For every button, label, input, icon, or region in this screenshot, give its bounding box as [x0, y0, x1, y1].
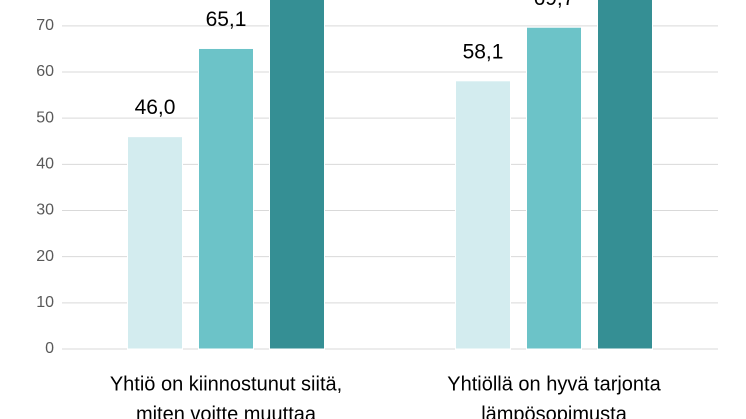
data-label: 46,0	[135, 96, 176, 119]
x-tick-label: Yhtiöllä on hyvä tarjonta	[447, 373, 661, 395]
y-tick-label: 60	[36, 63, 54, 80]
y-tick-label: 30	[36, 202, 54, 219]
y-tick-label: 0	[45, 340, 54, 357]
x-tick-label: miten voitte muuttaa	[136, 403, 317, 419]
bar	[269, 0, 325, 350]
y-tick-label: 10	[36, 294, 54, 311]
x-tick-label: lämpösopimusta	[481, 403, 628, 419]
bar	[455, 80, 511, 350]
bar	[127, 136, 183, 350]
y-tick-label: 20	[36, 248, 54, 265]
bar	[526, 26, 582, 350]
y-tick-label: 70	[36, 17, 54, 34]
data-label: 69,7	[534, 0, 575, 10]
x-tick-label: Yhtiö on kiinnostunut siitä,	[110, 373, 342, 395]
data-label: 58,1	[463, 40, 504, 63]
bar	[597, 0, 653, 350]
bar	[198, 47, 254, 350]
y-tick-label: 50	[36, 109, 54, 126]
data-label: 65,1	[206, 8, 247, 31]
y-tick-label: 40	[36, 156, 54, 173]
